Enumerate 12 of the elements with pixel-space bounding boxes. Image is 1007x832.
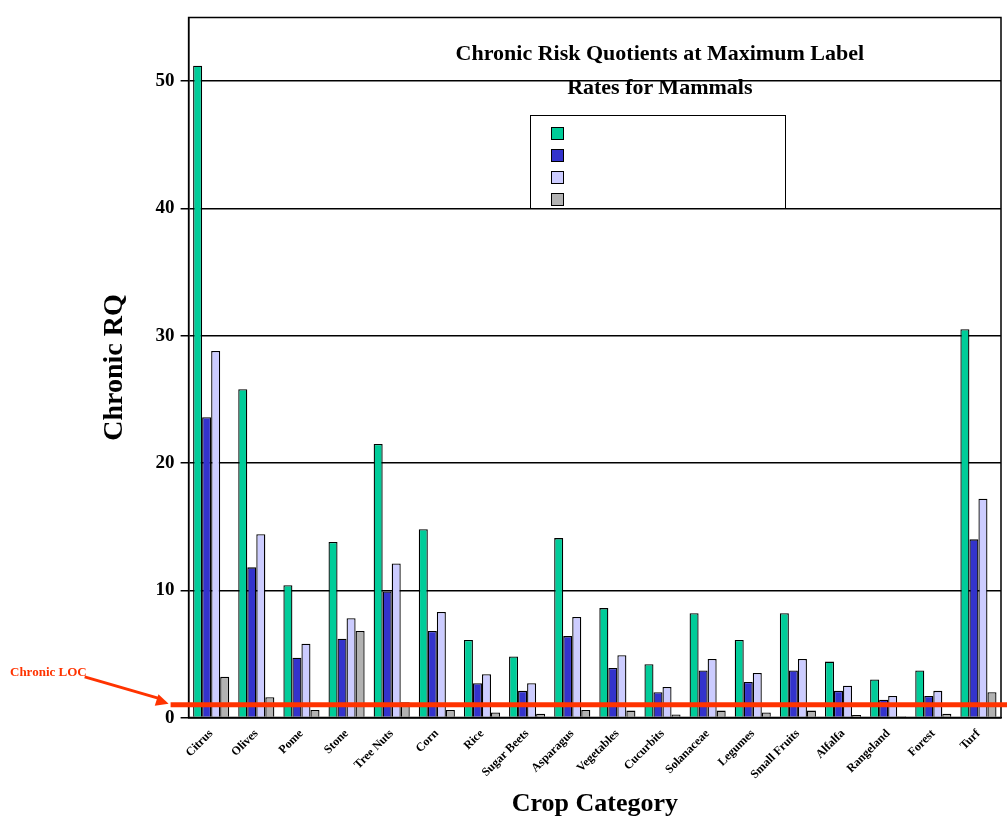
x-tick-label: Corn <box>412 725 442 755</box>
y-tick-label: 10 <box>155 578 175 600</box>
y-tick-label: 20 <box>155 450 175 472</box>
y-tick-label: 30 <box>155 323 175 345</box>
x-axis-title: Crop Category <box>511 788 678 818</box>
x-tick-label: Rice <box>460 725 487 753</box>
y-tick-label: 0 <box>165 705 175 727</box>
y-tick-label: 50 <box>155 68 175 90</box>
ref-line-label: Chronic LOC <box>10 664 87 680</box>
text: Chronic Risk Quotients at Maximum Label Rates for Mammals <box>455 40 865 100</box>
y-axis-title: Chronic RQ <box>97 294 129 441</box>
y-tick-label: 40 <box>155 196 175 218</box>
